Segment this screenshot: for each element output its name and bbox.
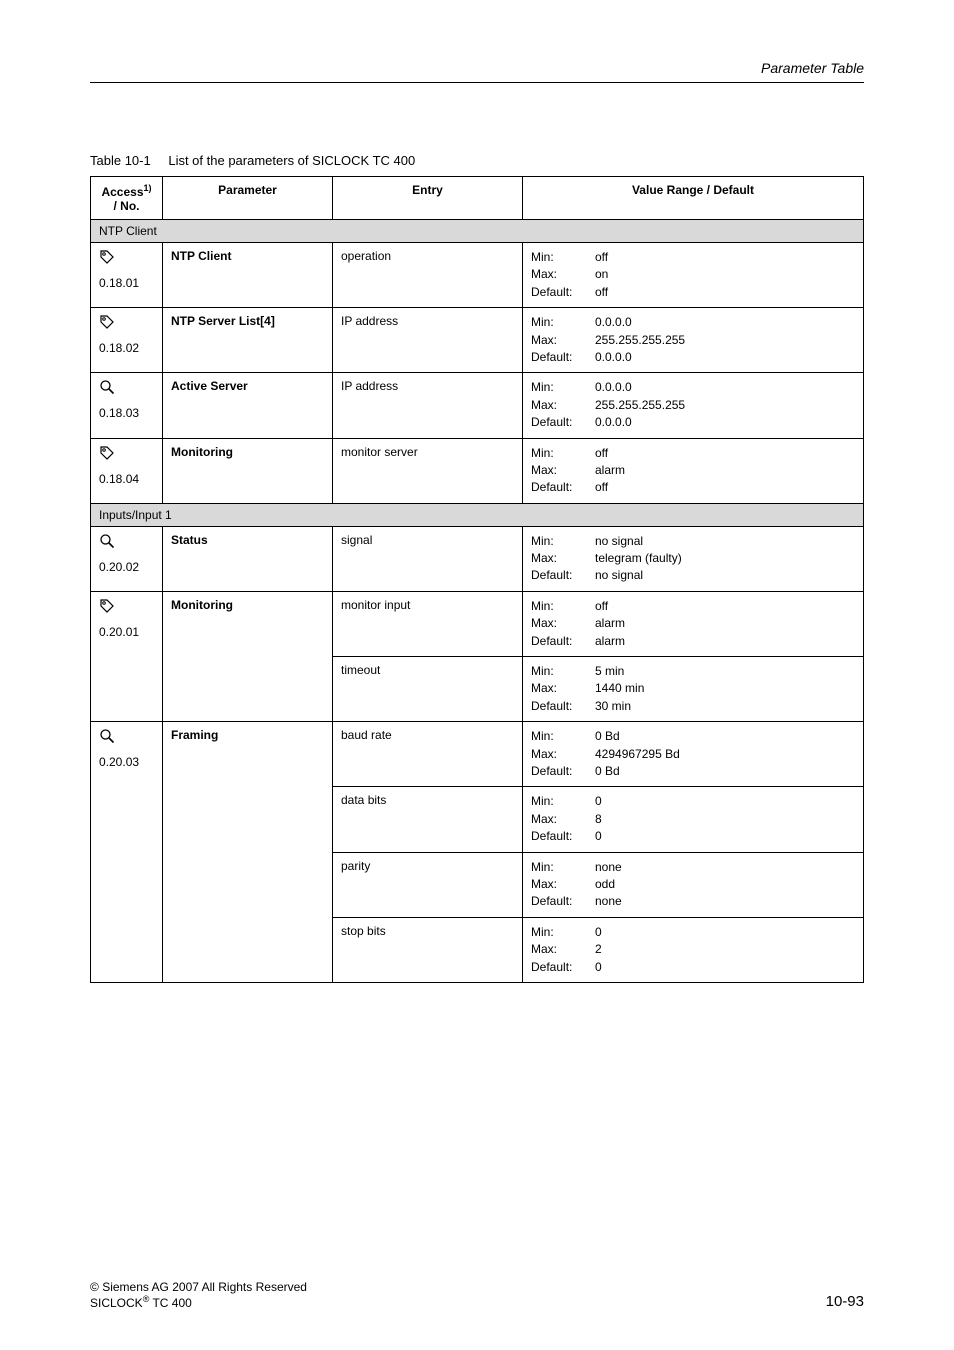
parameter-cell: Monitoring xyxy=(163,591,333,656)
value-cell: Min:offMax:onDefault:off xyxy=(523,243,864,308)
parameter-table: Access1) / No. Parameter Entry Value Ran… xyxy=(90,176,864,983)
entry-cell: timeout xyxy=(333,657,523,722)
table-row: parityMin:noneMax:oddDefault:none xyxy=(91,852,864,917)
footer-line2-pre: SICLOCK xyxy=(90,1296,143,1310)
access-cell: 0.18.04 xyxy=(91,438,163,503)
table-body: NTP Client0.18.01NTP ClientoperationMin:… xyxy=(91,220,864,983)
table-row: 0.18.04 Monitoringmonitor serverMin:offMa… xyxy=(91,438,864,503)
section-title-cell: NTP Client xyxy=(91,220,864,243)
page-footer: © Siemens AG 2007 All Rights Reserved SI… xyxy=(90,1280,864,1310)
magnifier-icon xyxy=(99,533,115,549)
value-cell: Min:noneMax:oddDefault:none xyxy=(523,852,864,917)
entry-cell: baud rate xyxy=(333,722,523,787)
access-cell: 0.18.01 xyxy=(91,243,163,308)
section-header: NTP Client xyxy=(91,220,864,243)
entry-cell: IP address xyxy=(333,308,523,373)
magnifier-icon xyxy=(99,379,115,395)
access-cell-cont xyxy=(91,917,163,982)
table-row: 0.18.03 Active ServerIP addressMin:0.0.0.… xyxy=(91,373,864,438)
footer-page-number: 10-93 xyxy=(826,1293,864,1310)
access-cell: 0.18.02 xyxy=(91,308,163,373)
col-access-sup: 1) xyxy=(144,183,152,193)
access-number: 0.20.01 xyxy=(99,625,139,639)
access-number: 0.18.02 xyxy=(99,341,139,355)
table-row: 0.20.03 Framingbaud rateMin:0 BdMax:42949… xyxy=(91,722,864,787)
col-access-l1: Access xyxy=(101,185,143,199)
section-header: Inputs/Input 1 xyxy=(91,503,864,526)
entry-cell: monitor server xyxy=(333,438,523,503)
entry-cell: IP address xyxy=(333,373,523,438)
tag-icon xyxy=(99,249,115,265)
tag-icon xyxy=(99,314,115,330)
parameter-cell-cont xyxy=(163,787,333,852)
value-cell: Min:offMax:alarmDefault:alarm xyxy=(523,591,864,656)
tag-icon xyxy=(99,598,115,614)
value-cell: Min:offMax:alarmDefault:off xyxy=(523,438,864,503)
parameter-cell: Monitoring xyxy=(163,438,333,503)
table-caption-text: List of the parameters of SICLOCK TC 400 xyxy=(168,153,415,168)
table-label: Table 10-1 xyxy=(90,153,151,168)
entry-cell: operation xyxy=(333,243,523,308)
entry-cell: data bits xyxy=(333,787,523,852)
footer-c-sym: © xyxy=(90,1280,102,1294)
value-cell: Min:0 BdMax:4294967295 BdDefault:0 Bd xyxy=(523,722,864,787)
access-number: 0.18.04 xyxy=(99,472,139,486)
section-title: Parameter Table xyxy=(761,60,864,76)
entry-cell: stop bits xyxy=(333,917,523,982)
page-header: Parameter Table xyxy=(90,60,864,83)
table-header-row: Access1) / No. Parameter Entry Value Ran… xyxy=(91,177,864,220)
col-parameter: Parameter xyxy=(163,177,333,220)
table-row: 0.20.02 StatussignalMin:no signalMax:tele… xyxy=(91,526,864,591)
table-row: 0.18.01 NTP ClientoperationMin:offMax:onD… xyxy=(91,243,864,308)
col-access-l2: / No. xyxy=(114,199,140,213)
value-cell: Min:0.0.0.0Max:255.255.255.255Default:0.… xyxy=(523,373,864,438)
entry-cell: monitor input xyxy=(333,591,523,656)
access-number: 0.18.03 xyxy=(99,406,139,420)
page-root: Parameter Table Table 10-1 List of the p… xyxy=(0,0,954,1350)
access-cell-cont xyxy=(91,852,163,917)
access-cell: 0.20.01 xyxy=(91,591,163,656)
table-row: data bitsMin:0Max:8Default:0 xyxy=(91,787,864,852)
section-title-cell: Inputs/Input 1 xyxy=(91,503,864,526)
magnifier-icon xyxy=(99,728,115,744)
entry-cell: parity xyxy=(333,852,523,917)
entry-cell: signal xyxy=(333,526,523,591)
col-access: Access1) / No. xyxy=(91,177,163,220)
table-row: 0.18.02 NTP Server List[4]IP addressMin:0… xyxy=(91,308,864,373)
value-cell: Min:5 minMax:1440 minDefault:30 min xyxy=(523,657,864,722)
parameter-cell: Active Server xyxy=(163,373,333,438)
value-cell: Min:0.0.0.0Max:255.255.255.255Default:0.… xyxy=(523,308,864,373)
parameter-cell: NTP Server List[4] xyxy=(163,308,333,373)
footer-line1: Siemens AG 2007 All Rights Reserved xyxy=(102,1280,307,1294)
parameter-cell: Framing xyxy=(163,722,333,787)
value-cell: Min:no signalMax:telegram (faulty)Defaul… xyxy=(523,526,864,591)
table-row: 0.20.01 Monitoringmonitor inputMin:offMax… xyxy=(91,591,864,656)
parameter-cell-cont xyxy=(163,917,333,982)
parameter-cell-cont xyxy=(163,852,333,917)
parameter-cell: Status xyxy=(163,526,333,591)
access-cell: 0.20.02 xyxy=(91,526,163,591)
table-caption: Table 10-1 List of the parameters of SIC… xyxy=(90,153,864,168)
footer-line2-post: TC 400 xyxy=(149,1296,191,1310)
access-cell: 0.18.03 xyxy=(91,373,163,438)
col-value: Value Range / Default xyxy=(523,177,864,220)
table-row: stop bitsMin:0Max:2Default:0 xyxy=(91,917,864,982)
parameter-cell-cont xyxy=(163,657,333,722)
tag-icon xyxy=(99,445,115,461)
access-number: 0.20.02 xyxy=(99,560,139,574)
footer-copyright: © Siemens AG 2007 All Rights Reserved SI… xyxy=(90,1280,307,1310)
access-number: 0.18.01 xyxy=(99,276,139,290)
access-cell: 0.20.03 xyxy=(91,722,163,787)
access-cell-cont xyxy=(91,657,163,722)
table-row: timeoutMin:5 minMax:1440 minDefault:30 m… xyxy=(91,657,864,722)
parameter-cell: NTP Client xyxy=(163,243,333,308)
access-cell-cont xyxy=(91,787,163,852)
value-cell: Min:0Max:2Default:0 xyxy=(523,917,864,982)
value-cell: Min:0Max:8Default:0 xyxy=(523,787,864,852)
col-entry: Entry xyxy=(333,177,523,220)
access-number: 0.20.03 xyxy=(99,755,139,769)
